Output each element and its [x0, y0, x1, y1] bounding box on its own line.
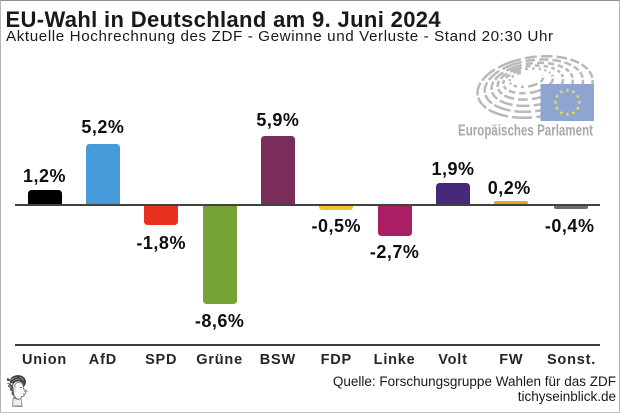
- svg-text:Europäisches Parlament: Europäisches Parlament: [458, 123, 593, 140]
